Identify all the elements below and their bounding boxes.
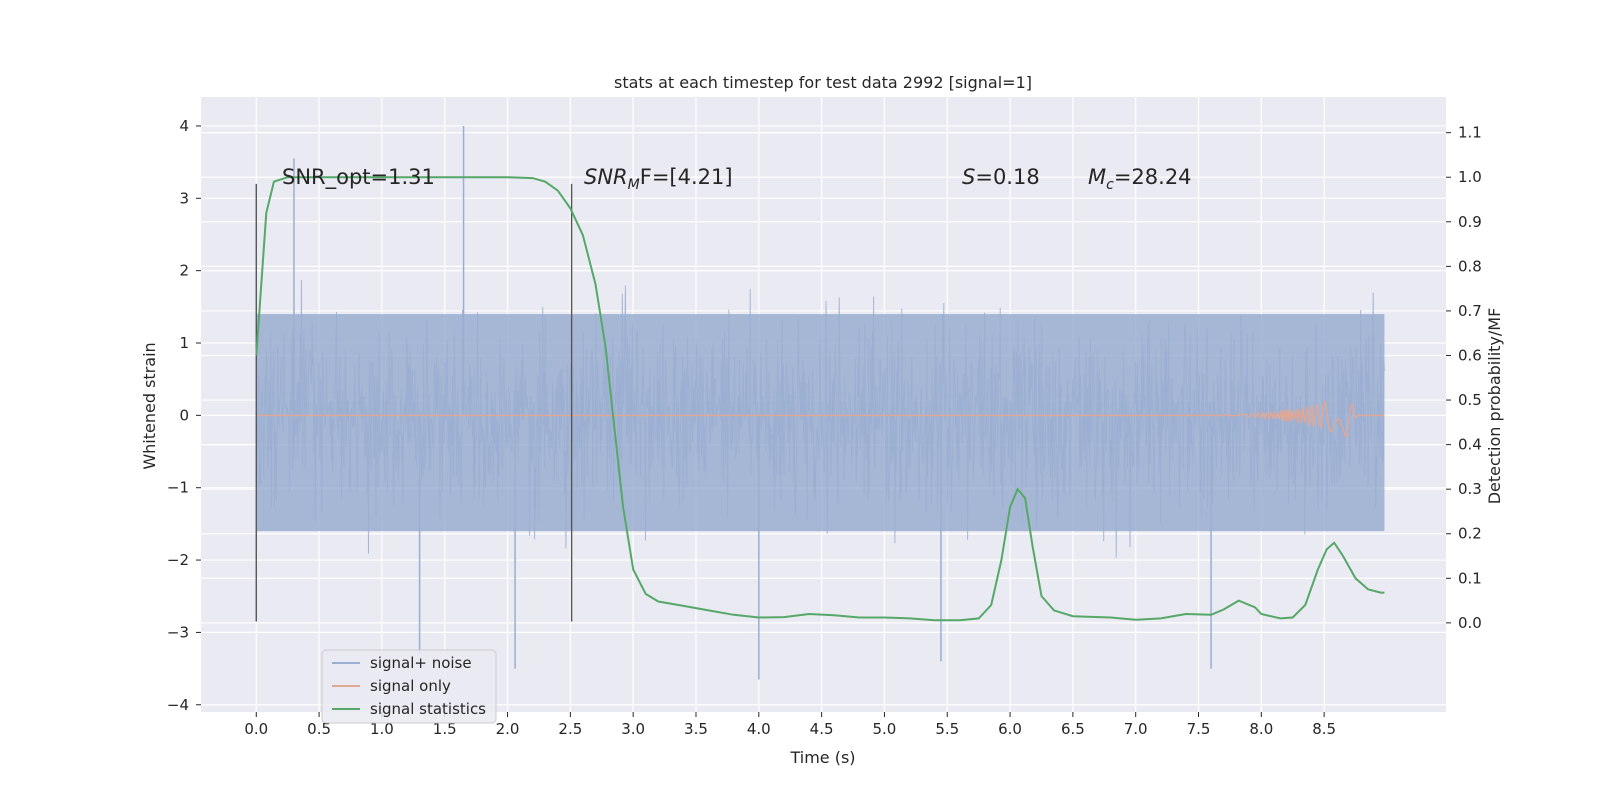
y2-tick-label: 0.1 <box>1458 569 1482 587</box>
x-tick-label: 2.5 <box>558 720 582 738</box>
y-tick-label: 3 <box>179 189 189 207</box>
y2-tick-label: 0.6 <box>1458 346 1482 364</box>
chart-title: stats at each timestep for test data 299… <box>614 73 1032 92</box>
series-signal-noise <box>255 125 1385 680</box>
y2-tick-label: 0.2 <box>1458 525 1482 543</box>
y2-tick-label: 0.5 <box>1458 391 1482 409</box>
y2-tick-label: 0.0 <box>1458 614 1482 632</box>
x-tick-label: 4.5 <box>810 720 834 738</box>
annotation-mc-base: M <box>1088 165 1106 189</box>
y-axis-label: Whitened strain <box>140 342 159 469</box>
legend-label-signal-statistics: signal statistics <box>370 700 486 718</box>
y-axis-ticks: 4 3 2 1 0 −1 −2 −3 −4 <box>167 117 201 714</box>
series-signal-only <box>256 399 1385 438</box>
y2-tick-label: 0.8 <box>1458 257 1482 275</box>
y-tick-label: 1 <box>179 334 189 352</box>
x-tick-label: 7.0 <box>1124 720 1148 738</box>
x-tick-label: 3.0 <box>621 720 645 738</box>
annotation-mc-sub: c <box>1106 177 1114 193</box>
annotation-mc: Mc=28.24 <box>1088 165 1192 193</box>
y2-tick-label: 0.9 <box>1458 213 1482 231</box>
annotation-snr-opt: SNR_opt=1.31 <box>282 165 435 190</box>
y-tick-label: −4 <box>167 696 189 714</box>
annotation-mc-value: =28.24 <box>1114 165 1192 189</box>
x-axis-ticks: 0.0 0.5 1.0 1.5 2.0 2.5 3.0 3.5 4.0 4.5 5.0 5.5 6.0 6… <box>244 712 1336 738</box>
y2-axis-ticks: 1.1 1.0 0.9 0.8 0.7 0.6 0.5 0.4 0.3 0.2 0.1 0.0 <box>1446 124 1482 632</box>
x-tick-label: 5.0 <box>873 720 897 738</box>
y-tick-label: 2 <box>179 262 189 280</box>
annotation-snr-mf-sub: M <box>628 177 640 193</box>
y2-tick-label: 1.0 <box>1458 168 1482 186</box>
y-tick-label: −2 <box>167 551 189 569</box>
y-tick-label: −3 <box>167 623 189 641</box>
annotation-snr-mf-base: SNR <box>584 165 628 189</box>
y-tick-label: −1 <box>167 479 189 497</box>
signal-noise-core <box>256 314 1385 532</box>
y2-tick-label: 0.4 <box>1458 436 1482 454</box>
x-tick-label: 7.5 <box>1187 720 1211 738</box>
x-tick-label: 8.5 <box>1312 720 1336 738</box>
x-tick-label: 1.5 <box>433 720 457 738</box>
legend-label-signal-noise: signal+ noise <box>370 654 472 672</box>
x-tick-label: 0.5 <box>307 720 331 738</box>
x-tick-label: 6.0 <box>998 720 1022 738</box>
annotation-s-label: S <box>962 165 975 189</box>
signal-only-trace <box>256 399 1385 438</box>
x-tick-label: 8.0 <box>1249 720 1273 738</box>
x-axis-label: Time (s) <box>789 748 855 767</box>
y2-tick-label: 0.3 <box>1458 480 1482 498</box>
y-tick-label: 0 <box>179 406 189 424</box>
annotation-snr-mf: SNRMF=[4.21] <box>584 165 733 193</box>
series-signal-statistics <box>255 176 1385 622</box>
x-tick-label: 5.5 <box>935 720 959 738</box>
x-tick-label: 0.0 <box>244 720 268 738</box>
y-tick-label: 4 <box>179 117 189 135</box>
x-tick-label: 2.0 <box>496 720 520 738</box>
annotation-snr-mf-rest: F=[4.21] <box>640 165 733 189</box>
x-tick-label: 6.5 <box>1061 720 1085 738</box>
y2-tick-label: 1.1 <box>1458 124 1482 142</box>
legend: signal+ noise signal only signal statist… <box>321 649 497 724</box>
annotation-s-value: =0.18 <box>975 165 1039 189</box>
annotation-s: S=0.18 <box>962 165 1040 189</box>
signal-statistics-line <box>255 176 1385 622</box>
y2-axis-label: Detection probability/MF <box>1485 308 1504 505</box>
y2-tick-label: 0.7 <box>1458 302 1482 320</box>
vertical-markers <box>255 183 573 622</box>
legend-box <box>321 649 497 724</box>
x-tick-label: 3.5 <box>684 720 708 738</box>
legend-label-signal-only: signal only <box>370 677 451 695</box>
x-tick-label: 1.0 <box>370 720 394 738</box>
x-tick-label: 4.0 <box>747 720 771 738</box>
